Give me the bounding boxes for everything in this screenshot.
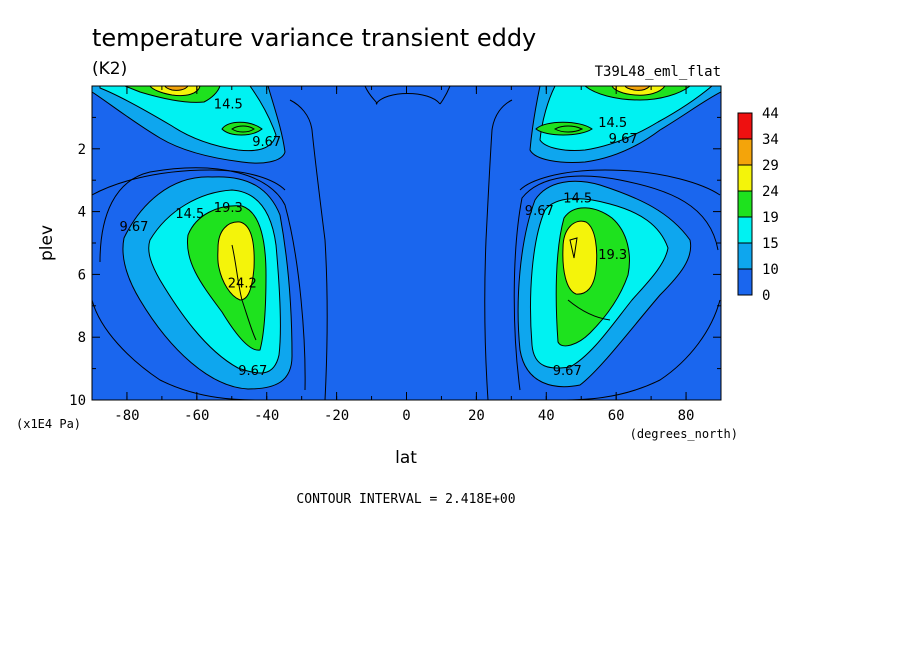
colorbar-swatch [737, 216, 753, 244]
contour-label: 14.5 [563, 192, 592, 207]
x-tick-label: -20 [324, 408, 349, 424]
chart-title: temperature variance transient eddy [92, 24, 536, 52]
dataset-label: T39L48_eml_flat [595, 64, 721, 80]
contour-fill-sh-upper-29 [164, 86, 189, 91]
contour-label: 14.5 [214, 97, 243, 112]
contour-label: 19.3 [214, 201, 243, 216]
x-axis: -80 -60 -40 -20 0 20 40 60 80 [91, 86, 722, 424]
contour-line-sh-lower-outer [99, 167, 306, 391]
contour-line-equator-cap [375, 93, 441, 105]
x-tick-label: 40 [538, 408, 555, 424]
x-axis-title: lat [395, 448, 417, 468]
contour-line-sh-lower-inner [231, 244, 257, 341]
colorbar-label: 0 [762, 288, 770, 304]
colorbar-label: 19 [762, 210, 779, 226]
x-tick-label: 60 [608, 408, 625, 424]
chart-units: (K2) [92, 59, 127, 79]
y-tick-label: 2 [78, 142, 86, 158]
x-tick-label: -80 [114, 408, 139, 424]
y-tick-label: 4 [78, 205, 86, 221]
contour-line-nh-lower-outer [513, 175, 719, 391]
y-tick-label: 6 [78, 267, 86, 283]
colorbar-label: 29 [762, 158, 779, 174]
colorbar-swatch [737, 190, 753, 218]
colorbar-label: 34 [762, 132, 779, 148]
contour-line-nh-outer [519, 169, 721, 196]
contour-label: 9.67 [609, 132, 638, 147]
contour-interval-label: CONTOUR INTERVAL = 2.418E+00 [296, 492, 515, 507]
contour-line-equator-cap-2 [364, 86, 451, 105]
colorbar-label: 24 [762, 184, 779, 200]
colorbar-swatch [737, 164, 753, 192]
contour-line-sh-outer [92, 169, 286, 196]
contour-label: 9.67 [119, 220, 148, 235]
contour-label: 24.2 [228, 276, 257, 291]
contour-line-sh-outer-3 [289, 99, 328, 400]
x-tick-label: -60 [184, 408, 209, 424]
contour-line-nh-lower-peak [569, 237, 578, 259]
y-tick-label: 10 [69, 393, 86, 409]
y-units-label: (x1E4 Pa) [16, 417, 81, 431]
colorbar: 0 10 15 19 24 29 34 44 [737, 106, 779, 304]
contour-line-nh-lower-inner [567, 299, 611, 321]
contour-line-nh-outer-3 [484, 99, 513, 400]
x-tick-label: 0 [402, 408, 410, 424]
x-tick-label: 20 [468, 408, 485, 424]
x-tick-label: -40 [254, 408, 279, 424]
contour-fill-nh-upper-29 [624, 86, 651, 91]
contour-fill-nh-lower-24 [562, 220, 598, 295]
colorbar-swatch [737, 242, 753, 270]
colorbar-swatch [737, 268, 753, 296]
contour-label: 14.5 [175, 207, 204, 222]
y-tick-label: 8 [78, 330, 86, 346]
x-units-label: (degrees_north) [630, 427, 738, 441]
contour-label: 9.67 [252, 135, 281, 150]
colorbar-label: 44 [762, 106, 779, 122]
contour-label: 9.67 [525, 204, 554, 219]
colorbar-label: 10 [762, 262, 779, 278]
contour-fill-sh-lower-24 [217, 221, 255, 301]
contour-label: 19.3 [598, 248, 627, 263]
contour-line-sh-outer-2 [92, 299, 261, 400]
y-axis-title: plev [37, 225, 57, 261]
y-axis: 2 4 6 8 10 [69, 116, 721, 409]
colorbar-label: 15 [762, 236, 779, 252]
colorbar-swatch [737, 138, 753, 166]
colorbar-swatch [737, 112, 753, 140]
contour-fill-sh-upper-19b [221, 121, 263, 136]
contour-label: 14.5 [598, 116, 627, 131]
x-tick-label: 80 [678, 408, 695, 424]
contour-fill-nh-upper-19b [535, 121, 593, 136]
contour-label: 9.67 [553, 364, 582, 379]
contour-label: 9.67 [238, 364, 267, 379]
contour-line-nh-upper-core [553, 125, 584, 133]
contour-line-sh-upper-core [231, 125, 255, 133]
contour-line-nh-outer-2 [559, 299, 721, 400]
